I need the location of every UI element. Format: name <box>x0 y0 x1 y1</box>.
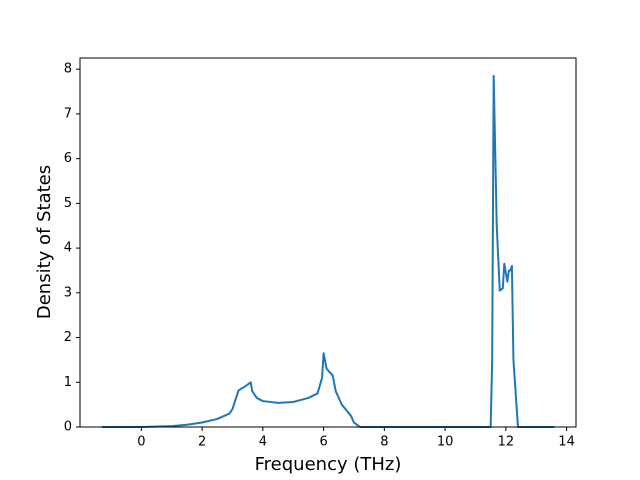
x-tick-label: 6 <box>319 435 327 450</box>
y-tick-label: 0 <box>64 420 72 435</box>
y-axis-label: Density of States <box>34 165 55 319</box>
y-tick-label: 4 <box>64 241 72 256</box>
x-tick-label: 8 <box>380 435 388 450</box>
y-tick-label: 8 <box>64 62 72 77</box>
x-tick-label: 4 <box>259 435 267 450</box>
x-axis-label: Frequency (THz) <box>255 454 402 475</box>
data-line <box>101 74 555 428</box>
x-tick-label: 0 <box>137 435 145 450</box>
y-tick-label: 6 <box>64 151 72 166</box>
y-tick-label: 5 <box>64 196 72 211</box>
x-tick-label: 12 <box>498 435 515 450</box>
y-tick-label: 2 <box>64 330 72 345</box>
y-tick-label: 7 <box>64 106 72 121</box>
plot-frame <box>79 57 577 428</box>
x-tick-label: 14 <box>558 435 575 450</box>
x-tick-label: 10 <box>437 435 454 450</box>
y-tick-label: 1 <box>64 375 72 390</box>
y-tick-label: 3 <box>64 285 72 300</box>
x-tick-label: 2 <box>198 435 206 450</box>
